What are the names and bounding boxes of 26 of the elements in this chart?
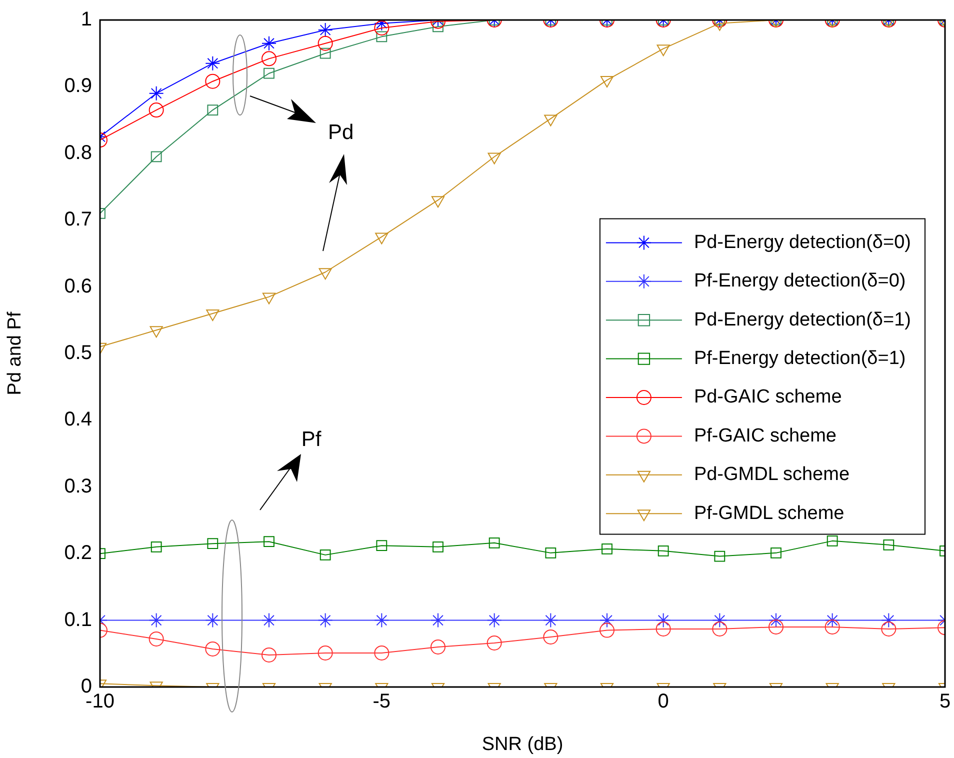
y-tick-label: 0.3: [64, 475, 92, 498]
legend-label: Pd-Energy detection(δ=0): [694, 232, 912, 253]
x-axis-title: SNR (dB): [482, 734, 564, 755]
y-tick-label: 0.4: [64, 408, 92, 431]
legend-label: Pf-Energy detection(δ=1): [694, 348, 906, 370]
x-tick-label: 5: [939, 690, 951, 713]
legend-label: Pf-GAIC scheme: [694, 425, 836, 446]
y-tick-label: 0.6: [64, 275, 92, 298]
annotation: Pd: [328, 121, 354, 144]
legend-label: Pf-Energy detection(δ=0): [694, 270, 906, 292]
legend-label: Pd-GMDL scheme: [694, 464, 850, 486]
y-tick-label: 0.7: [64, 208, 92, 231]
x-tick-label: 0: [658, 690, 669, 713]
y-tick-label: 0.9: [64, 75, 92, 98]
y-tick-label: 1: [80, 8, 92, 31]
y-tick-label: 0: [80, 676, 92, 698]
legend-label: Pf-GMDL scheme: [694, 502, 844, 524]
legend-label: Pd-Energy detection(δ=1): [694, 309, 912, 330]
x-tick-label: -5: [372, 690, 391, 713]
y-tick-label: 0.1: [64, 608, 92, 631]
y-tick-label: 0.2: [64, 542, 92, 564]
y-axis-title: Pd and Pf: [4, 311, 26, 396]
legend-label: Pd-GAIC scheme: [694, 386, 842, 408]
y-tick-label: 0.5: [64, 342, 92, 364]
annotation: Pf: [301, 428, 322, 452]
y-tick-label: 0.8: [64, 142, 92, 164]
